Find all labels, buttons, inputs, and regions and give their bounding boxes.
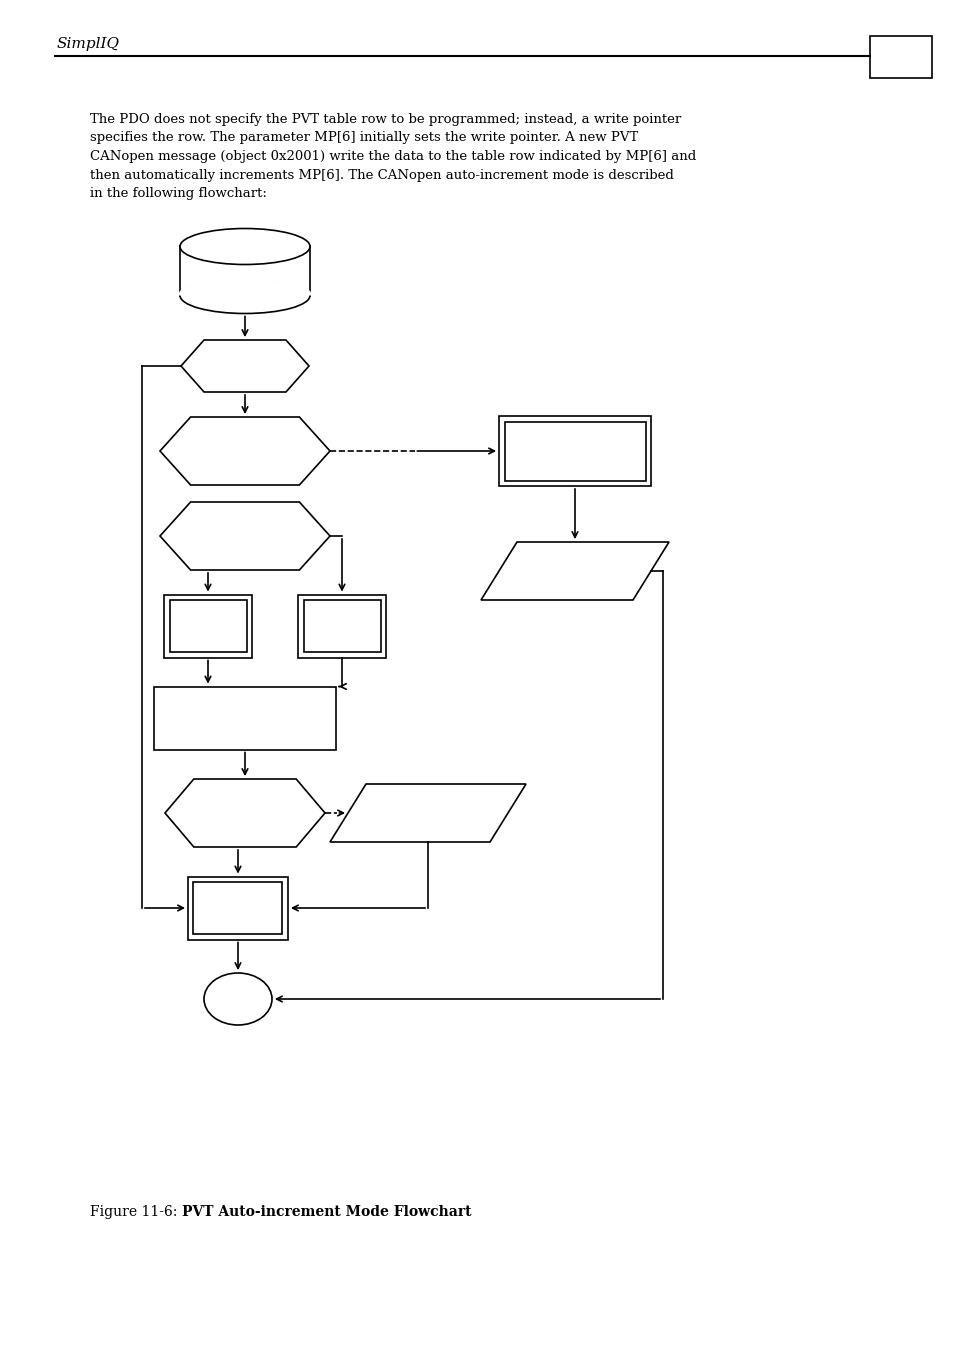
Bar [153, 686, 335, 750]
Ellipse shape [180, 277, 310, 313]
Bar [164, 594, 252, 658]
Bar [869, 36, 931, 78]
Bar [504, 422, 645, 481]
Text: Figure 11-6:: Figure 11-6: [90, 1205, 182, 1219]
Bar [297, 594, 386, 658]
Polygon shape [165, 780, 325, 847]
Text: PVT Auto-increment Mode Flowchart: PVT Auto-increment Mode Flowchart [182, 1205, 471, 1219]
Polygon shape [480, 542, 668, 600]
Polygon shape [160, 417, 330, 485]
Bar [188, 877, 288, 939]
Polygon shape [160, 503, 330, 570]
Text: SimplIQ: SimplIQ [57, 36, 120, 51]
Bar [170, 600, 246, 653]
Bar [180, 246, 310, 296]
Ellipse shape [180, 228, 310, 265]
Ellipse shape [204, 973, 272, 1025]
Text: The PDO does not specify the PVT table row to be programmed; instead, a write po: The PDO does not specify the PVT table r… [90, 113, 696, 200]
Bar [193, 882, 282, 934]
Bar [303, 600, 380, 653]
Polygon shape [181, 340, 309, 392]
Bar [498, 416, 650, 486]
Polygon shape [330, 784, 525, 842]
